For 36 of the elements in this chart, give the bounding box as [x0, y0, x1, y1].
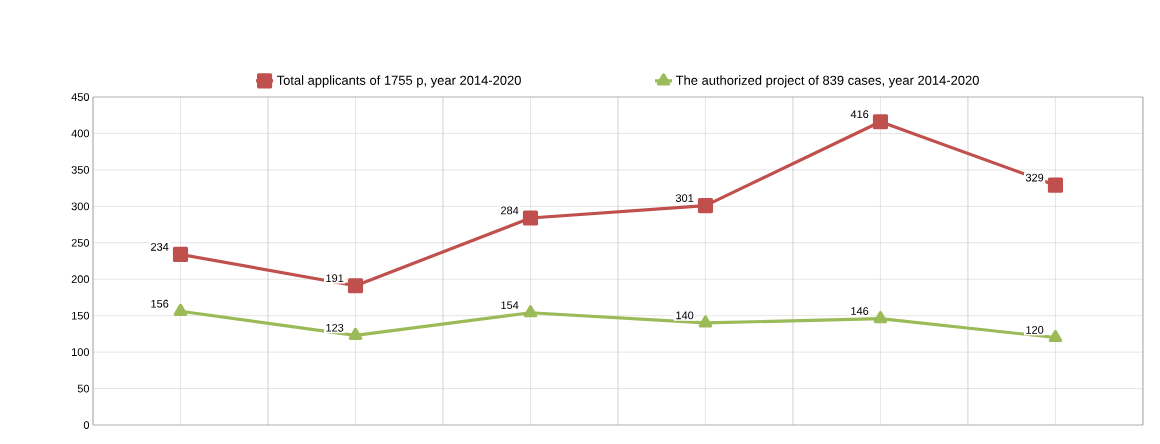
point — [172, 246, 189, 263]
point — [873, 311, 888, 324]
point — [872, 114, 889, 130]
y-tick-label: 300 — [71, 202, 90, 211]
point — [348, 327, 363, 340]
legend-label: The authorized project of 839 cases, year 2014-2020 — [675, 75, 979, 88]
data-label: 156 — [151, 299, 169, 308]
point — [1047, 177, 1064, 193]
y-tick-label: 350 — [71, 166, 90, 174]
point — [1048, 329, 1063, 343]
point — [698, 315, 713, 328]
legend-label: Total applicants of 1755 p, year 2014-2020 — [276, 75, 521, 88]
data-label: 146 — [851, 307, 869, 315]
y-tick-label: 100 — [72, 348, 90, 356]
data-label: 140 — [676, 311, 694, 320]
y-tick-label: 150 — [72, 311, 90, 320]
y-tick-label: 450 — [71, 93, 90, 101]
data-label: 191 — [326, 274, 344, 283]
point — [173, 303, 188, 316]
data-label: 154 — [501, 301, 519, 310]
point — [523, 305, 538, 318]
data-label: 329 — [1025, 173, 1044, 182]
y-tick-label: 400 — [71, 129, 90, 138]
point — [347, 278, 364, 294]
y-tick-label: 250 — [71, 238, 90, 247]
y-tick-label: 200 — [71, 275, 90, 284]
data-label: 123 — [326, 323, 344, 332]
point — [697, 198, 714, 214]
point — [522, 210, 539, 226]
y-tick-label: 0 — [83, 421, 90, 429]
data-label: 234 — [151, 242, 169, 251]
data-label: 301 — [675, 194, 694, 202]
y-tick-label: 50 — [77, 384, 90, 393]
data-label: 416 — [850, 110, 869, 119]
data-label: 120 — [1026, 326, 1044, 334]
data-label: 284 — [501, 206, 519, 215]
